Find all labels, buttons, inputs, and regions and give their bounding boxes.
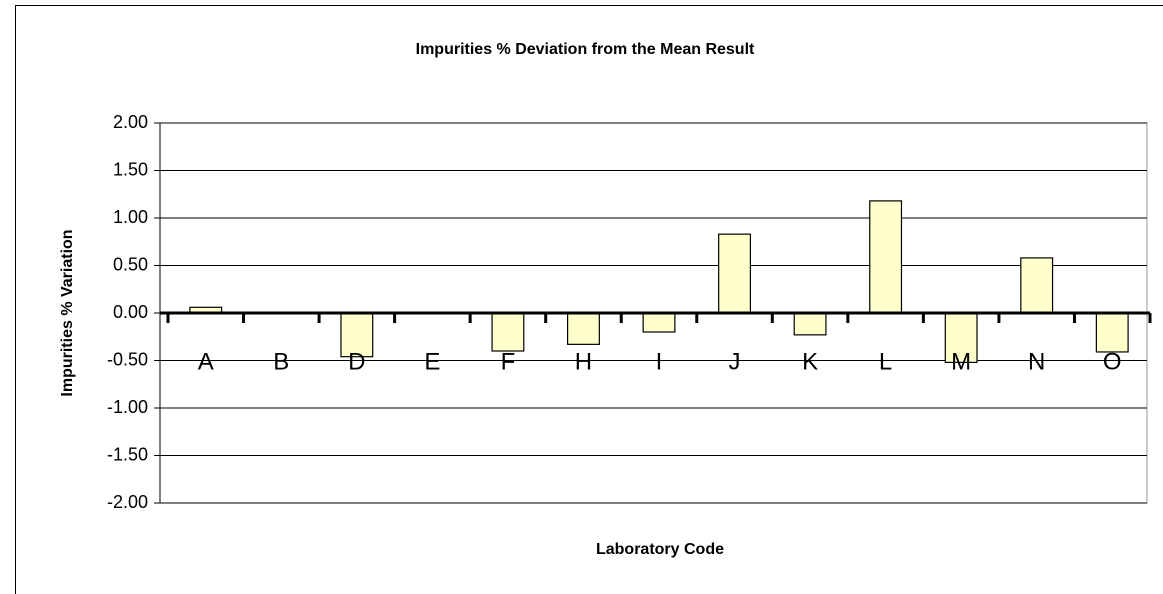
x-tick-label: D xyxy=(348,348,365,375)
x-tick-label: H xyxy=(575,348,592,375)
y-tick-label: 0.50 xyxy=(113,254,148,274)
bar xyxy=(944,312,978,364)
bar xyxy=(491,312,525,352)
x-axis-title: Laboratory Code xyxy=(596,541,724,558)
y-tick-label: -2.00 xyxy=(107,492,148,512)
y-tick-label: -1.00 xyxy=(107,397,148,417)
bar xyxy=(1020,257,1054,314)
y-tick-label: 1.00 xyxy=(113,207,148,227)
bar xyxy=(869,200,903,314)
x-tick-label: O xyxy=(1103,348,1122,375)
y-axis-title: Impurities % Variation xyxy=(59,229,76,396)
bar xyxy=(340,312,374,358)
y-tick-label: 2.00 xyxy=(113,112,148,132)
x-tick-label: B xyxy=(273,348,289,375)
bar xyxy=(718,233,752,314)
y-tick-label: 0.00 xyxy=(113,302,148,322)
bar xyxy=(793,312,827,336)
x-tick-label: I xyxy=(656,348,663,375)
x-tick-label: F xyxy=(501,348,516,375)
y-tick-label: 1.50 xyxy=(113,159,148,179)
x-tick-label: J xyxy=(729,348,741,375)
bar xyxy=(1095,312,1129,353)
x-tick-label: E xyxy=(424,348,440,375)
bar xyxy=(566,312,600,345)
chart-title: Impurities % Deviation from the Mean Res… xyxy=(416,41,755,58)
y-tick-label: -0.50 xyxy=(107,349,148,369)
bar xyxy=(642,312,676,333)
x-tick-label: A xyxy=(198,348,214,375)
x-tick-label: M xyxy=(951,348,971,375)
x-tick-label: N xyxy=(1028,348,1045,375)
x-tick-label: L xyxy=(879,348,892,375)
x-tick-label: K xyxy=(802,348,818,375)
y-tick-label: -1.50 xyxy=(107,444,148,464)
